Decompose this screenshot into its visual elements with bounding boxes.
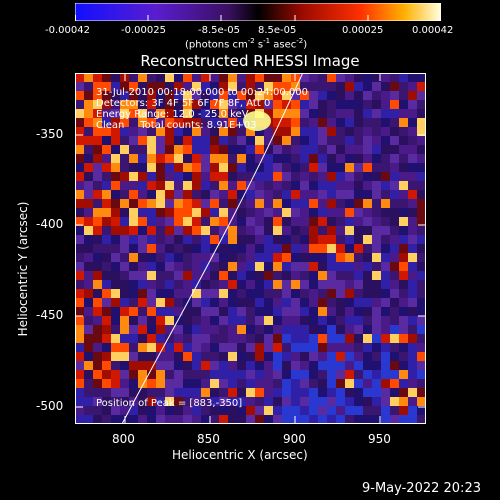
- colorbar-tick-3: -8.5e-05: [198, 25, 240, 36]
- y-axis-label: Heliocentric Y (arcsec): [16, 201, 30, 337]
- colorbar-tick-6: 0.00042: [412, 25, 454, 36]
- x-tick-900: 900: [283, 432, 306, 446]
- timestamp-footer: 9-May-2022 20:23: [362, 481, 481, 496]
- colorbar-units: (photons cm-2 s-1 asec-2): [185, 37, 308, 51]
- plot-title: Reconstructed RHESSI Image: [140, 52, 360, 70]
- y-tick-500: -500: [36, 399, 64, 413]
- rhessi-image: [75, 73, 426, 424]
- colorbar-tick-5: 0.00025: [342, 25, 384, 36]
- plot-frame: [75, 73, 426, 424]
- colorbar: [75, 3, 441, 21]
- y-tick-350: -350: [36, 127, 64, 141]
- x-axis-label: Heliocentric X (arcsec): [172, 448, 308, 462]
- colorbar-tick-4: 8.5e-05: [258, 25, 297, 36]
- colorbar-tick-2: -0.00025: [121, 25, 166, 36]
- y-tick-400: -400: [36, 217, 64, 231]
- axis-ticks: [75, 73, 426, 424]
- time-range-text: 31-Jul-2010 00:18:00.000 to 00:24:00.000: [96, 87, 308, 98]
- clean-counts-text: Clean Total counts: 8.91E+03: [96, 120, 257, 131]
- detectors-text: Detectors: 3F 4F 5F 6F 7F 8F, Att 0: [96, 98, 271, 109]
- observation-info: 31-Jul-2010 00:18:00.000 to 00:24:00.000…: [96, 87, 308, 131]
- peak-position-text: Position of Peak = [883,-350]: [96, 398, 243, 409]
- colorbar-tick-1: -0.00042: [45, 25, 90, 36]
- x-tick-850: 850: [197, 432, 220, 446]
- x-tick-800: 800: [112, 432, 135, 446]
- y-tick-450: -450: [36, 308, 64, 322]
- peak-emission-spot: [243, 111, 271, 131]
- solar-limb-line: [121, 73, 304, 424]
- x-tick-950: 950: [368, 432, 391, 446]
- energy-range-text: Energy Range: 12.0 - 25.0 keV: [96, 109, 249, 120]
